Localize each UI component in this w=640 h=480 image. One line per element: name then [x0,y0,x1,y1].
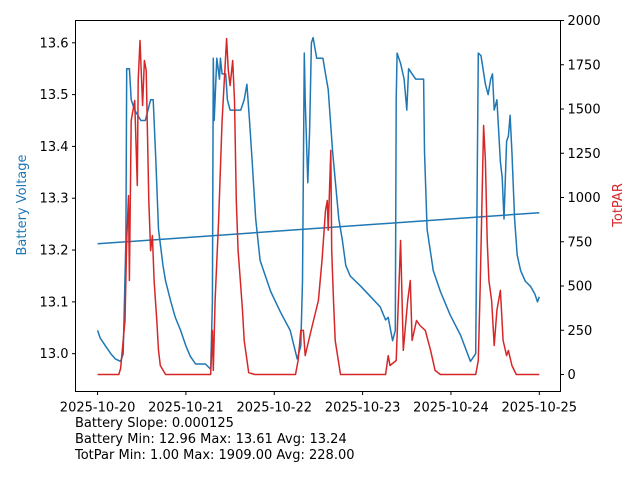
x-tick-label: 2025-10-24 [413,401,489,416]
stats-block: Battery Slope: 0.000125 Battery Min: 12.… [75,416,355,464]
right-y-tick-label: 1000 [568,191,601,206]
left-y-tick-label: 13.6 [40,36,69,51]
left-axis-label: Battery Voltage [15,154,30,255]
battery-slope-text: Battery Slope: 0.000125 [75,416,234,431]
x-tick-label: 2025-10-23 [325,401,401,416]
left-y-tick-label: 13.3 [40,192,69,207]
totpar-stats-text: TotPar Min: 1.00 Max: 1909.00 Avg: 228.0… [75,448,355,463]
right-y-tick-label: 500 [568,280,593,295]
right-y-tick-label: 0 [568,368,576,383]
left-y-tick-label: 13.5 [40,88,69,103]
x-tick-label: 2025-10-22 [236,401,312,416]
x-tick-label: 2025-10-20 [60,401,136,416]
left-y-tick-label: 13.0 [40,347,69,362]
right-y-tick-label: 250 [568,324,593,339]
left-y-tick-label: 13.2 [40,244,69,259]
left-y-tick-label: 13.1 [40,295,69,310]
plot-frame [75,20,561,392]
right-y-tick-label: 2000 [568,14,601,29]
series-line-battery-trend [97,211,540,245]
left-y-tick-label: 13.4 [40,140,69,155]
right-y-tick-label: 1750 [568,58,601,73]
series-line-totpar [97,37,540,376]
right-y-tick-label: 750 [568,235,593,250]
right-y-tick-label: 1500 [568,103,601,118]
series-line-battery-voltage [96,36,541,370]
x-tick-label: 2025-10-21 [148,401,224,416]
axis-ticks: 2025-10-20 2025-10-21 2025-10-22 2025-10-23… [40,14,601,416]
plot-lines [96,36,541,376]
right-axis-label: TotPAR [611,183,626,228]
x-tick-label: 2025-10-25 [502,401,578,416]
battery-stats-text: Battery Min: 12.96 Max: 13.61 Avg: 13.24 [75,432,347,447]
right-y-tick-label: 1250 [568,147,601,162]
